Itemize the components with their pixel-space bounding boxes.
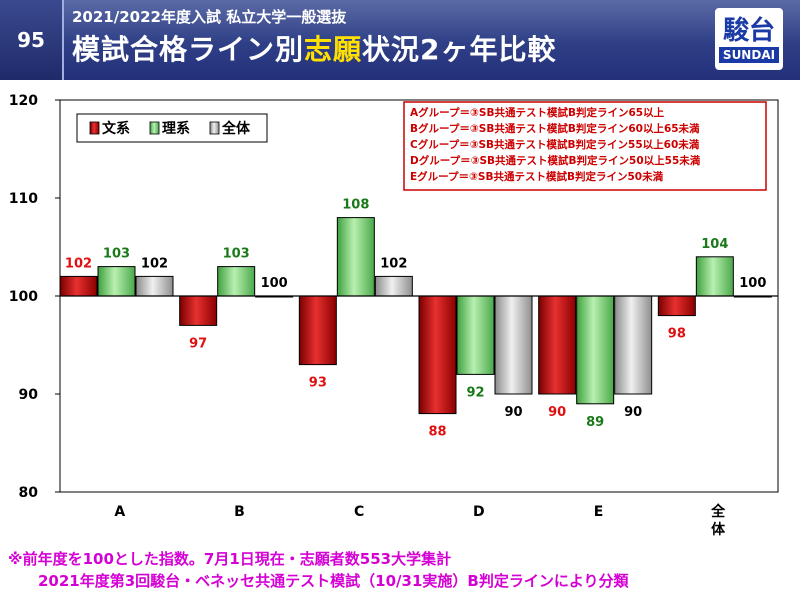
x-tick-label-char: 全 [710,503,726,520]
bar-bunkei-A [59,275,98,297]
y-tick-label: 120 [9,93,38,109]
header-bar: 95 2021/2022年度入試 私立大学一般選抜 模試合格ライン別志願状況2ヶ… [0,0,800,80]
page-number: 95 [0,0,64,80]
title-part-2: 状況2ヶ年比較 [362,33,557,66]
x-tick-label-char: 体 [711,521,726,538]
bar-zentai-C [374,275,413,297]
data-label-rikei: 103 [223,247,250,262]
title-part-1: 模試合格ライン別 [72,33,305,66]
page-title: 模試合格ライン別志願状況2ヶ年比較 [72,28,557,68]
bar-zentai-D [494,295,533,395]
data-label-rikei: 104 [701,237,728,252]
footnote: ※前年度を100とした指数。7月1日現在・志願者数553大学集計 2021年度第… [8,548,629,592]
logo-text: SUNDAI [718,46,780,63]
data-label-rikei: 108 [342,198,369,213]
data-label-bunkei: 102 [65,256,92,271]
data-label-zentai: 100 [261,276,288,291]
x-tick-label: B [234,504,245,520]
logo-kanji: 駿台 [722,15,775,46]
data-label-zentai: 90 [624,405,642,420]
data-label-zentai: 102 [141,256,168,271]
notes-box [403,101,767,191]
data-label-bunkei: 88 [428,425,446,440]
data-label-zentai: 102 [380,256,407,271]
note-line: Aグループ＝③SB共通テスト模試B判定ライン65以上 [410,106,665,119]
legend-box [76,113,268,143]
data-label-zentai: 100 [739,276,766,291]
y-tick-label: 100 [9,289,38,305]
x-tick-label: E [594,504,604,520]
title-highlight: 志願 [304,33,363,66]
data-label-bunkei: 90 [548,405,566,420]
data-label-bunkei: 93 [309,376,327,391]
y-tick-label: 80 [19,485,39,501]
legend-swatch-rikei [149,121,160,135]
y-tick-label: 90 [19,387,39,403]
note-line: Cグループ＝③SB共通テスト模試B判定ライン55以上60未満 [410,138,700,151]
bar-rikei-B [217,266,256,297]
data-label-rikei: 103 [103,247,130,262]
legend-swatch-zentai [209,121,220,135]
x-tick-label: D [473,504,485,520]
bar-bunkei-E [538,295,577,395]
sundai-logo: 駿台 SUNDAI [715,8,783,70]
bar-chart: 80 90 100 110 120 102 103 102 A 97 103 100 B 93 108 102… [9,93,779,538]
bar-rikei-E [576,295,615,405]
note-line: Eグループ＝③SB共通テスト模試B判定ライン50未満 [410,170,664,183]
note-line: Bグループ＝③SB共通テスト模試B判定ライン60以上65未満 [410,122,700,135]
bar-zentai-A [135,275,174,297]
data-label-bunkei: 98 [668,327,686,342]
bar-rikei-C [336,217,375,297]
data-label-zentai: 90 [504,405,522,420]
legend-label-zentai: 全体 [221,120,251,137]
legend-swatch-bunkei [89,121,100,135]
page-subtitle: 2021/2022年度入試 私立大学一般選抜 [72,8,347,26]
bar-zentai-E [614,295,653,395]
data-label-bunkei: 97 [189,336,207,351]
plot-area: 80 90 100 110 120 102 103 102 A 97 103 100 B 93 108 102… [9,93,779,538]
bar-bunkei-全体 [657,295,696,317]
bar-rikei-D [456,295,495,375]
x-tick-label: A [114,504,125,520]
bar-bunkei-C [298,295,337,366]
footnote-line-2: 2021年度第3回駿台・ベネッセ共通テスト模試（10/31実施）B判定ラインによ… [38,572,629,590]
bar-rikei-A [97,266,136,297]
note-line: Dグループ＝③SB共通テスト模試B判定ライン50以上55未満 [410,154,701,167]
bar-bunkei-B [179,295,218,326]
group-definition-notes: Aグループ＝③SB共通テスト模試B判定ライン65以上 Bグループ＝③SB共通テスト… [403,101,767,191]
legend-label-bunkei: 文系 [102,120,130,137]
bar-bunkei-D [418,295,457,415]
footnote-line-1: ※前年度を100とした指数。7月1日現在・志願者数553大学集計 [8,550,452,568]
data-label-rikei: 89 [586,415,604,430]
y-tick-label: 110 [9,191,38,207]
data-label-rikei: 92 [466,385,484,400]
x-tick-label: C [354,504,364,520]
legend-label-rikei: 理系 [162,120,190,137]
bar-rikei-全体 [695,256,734,297]
legend: 文系 理系 全体 [76,113,268,143]
